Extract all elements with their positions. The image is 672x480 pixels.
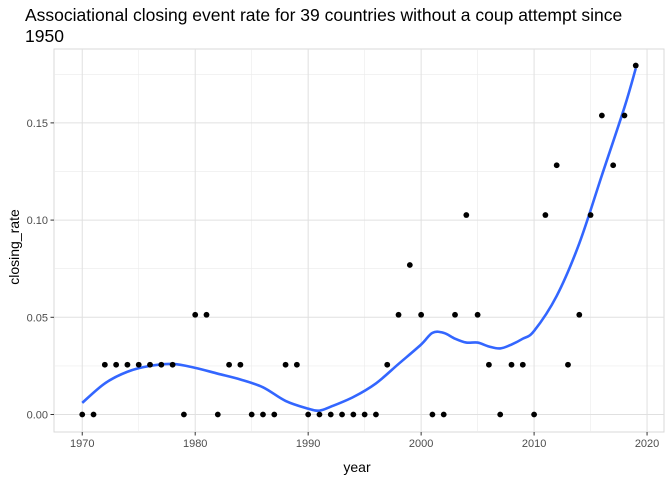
y-tick-label: 0.00: [27, 410, 48, 422]
data-point: [214, 411, 221, 418]
data-point: [203, 311, 210, 318]
y-tick-label: 0.10: [27, 215, 48, 227]
data-point: [181, 411, 187, 418]
data-point: [237, 361, 244, 368]
data-point: [395, 311, 402, 318]
grid-major: [54, 49, 664, 432]
data-point: [158, 361, 165, 368]
data-point: [90, 411, 97, 418]
data-point: [452, 311, 458, 318]
data-point: [418, 311, 425, 318]
x-tick-label: 2020: [635, 438, 659, 450]
data-point: [486, 361, 492, 368]
x-axis-ticks: 1970 1980 1990 2000 2010 2020: [70, 432, 659, 450]
data-point: [124, 361, 131, 368]
data-point: [282, 361, 289, 368]
data-point: [260, 411, 266, 418]
data-point: [373, 411, 379, 418]
data-point: [531, 411, 537, 418]
y-axis-label: closing_rate: [6, 209, 22, 285]
data-point: [113, 361, 120, 368]
data-point: [192, 311, 199, 318]
data-point: [553, 162, 560, 169]
data-point: [305, 411, 312, 418]
data-point: [293, 361, 300, 368]
data-point: [101, 361, 108, 368]
data-point: [316, 411, 323, 418]
plot-panel: [53, 48, 665, 433]
data-point: [474, 311, 481, 318]
data-point: [576, 311, 583, 318]
data-point: [497, 411, 504, 418]
data-point: [621, 112, 628, 119]
data-points: [79, 62, 639, 418]
data-point: [519, 361, 526, 368]
data-point: [169, 361, 176, 368]
data-point: [384, 361, 391, 368]
data-point: [542, 212, 549, 218]
data-point: [361, 411, 368, 418]
data-point: [565, 361, 571, 368]
x-tick-label: 1970: [70, 438, 94, 450]
data-point: [406, 262, 413, 268]
data-point: [587, 212, 594, 218]
data-point: [350, 411, 357, 418]
data-point: [598, 112, 605, 119]
data-point: [339, 411, 345, 418]
y-tick-label: 0.05: [27, 312, 48, 324]
chart-title: Associational closing event rate for 39 …: [25, 5, 623, 46]
data-point: [508, 361, 515, 368]
data-point: [429, 411, 436, 418]
y-axis-ticks: 0.00 0.05 0.10 0.15: [27, 118, 54, 422]
data-point: [248, 411, 255, 418]
y-tick-label: 0.15: [27, 118, 48, 130]
x-tick-label: 2010: [522, 438, 546, 450]
data-point: [440, 411, 447, 418]
data-point: [610, 162, 617, 169]
x-tick-label: 2000: [409, 438, 433, 450]
data-point: [327, 411, 334, 418]
data-point: [135, 361, 142, 368]
x-axis-label: year: [343, 459, 371, 475]
data-point: [226, 361, 232, 368]
x-tick-label: 1980: [183, 438, 207, 450]
data-point: [147, 361, 153, 368]
x-tick-label: 1990: [296, 438, 320, 450]
data-point: [271, 411, 278, 418]
data-point: [79, 411, 86, 418]
data-point: [463, 212, 470, 218]
smooth-trend-line: [81, 68, 638, 412]
data-point: [632, 62, 639, 69]
